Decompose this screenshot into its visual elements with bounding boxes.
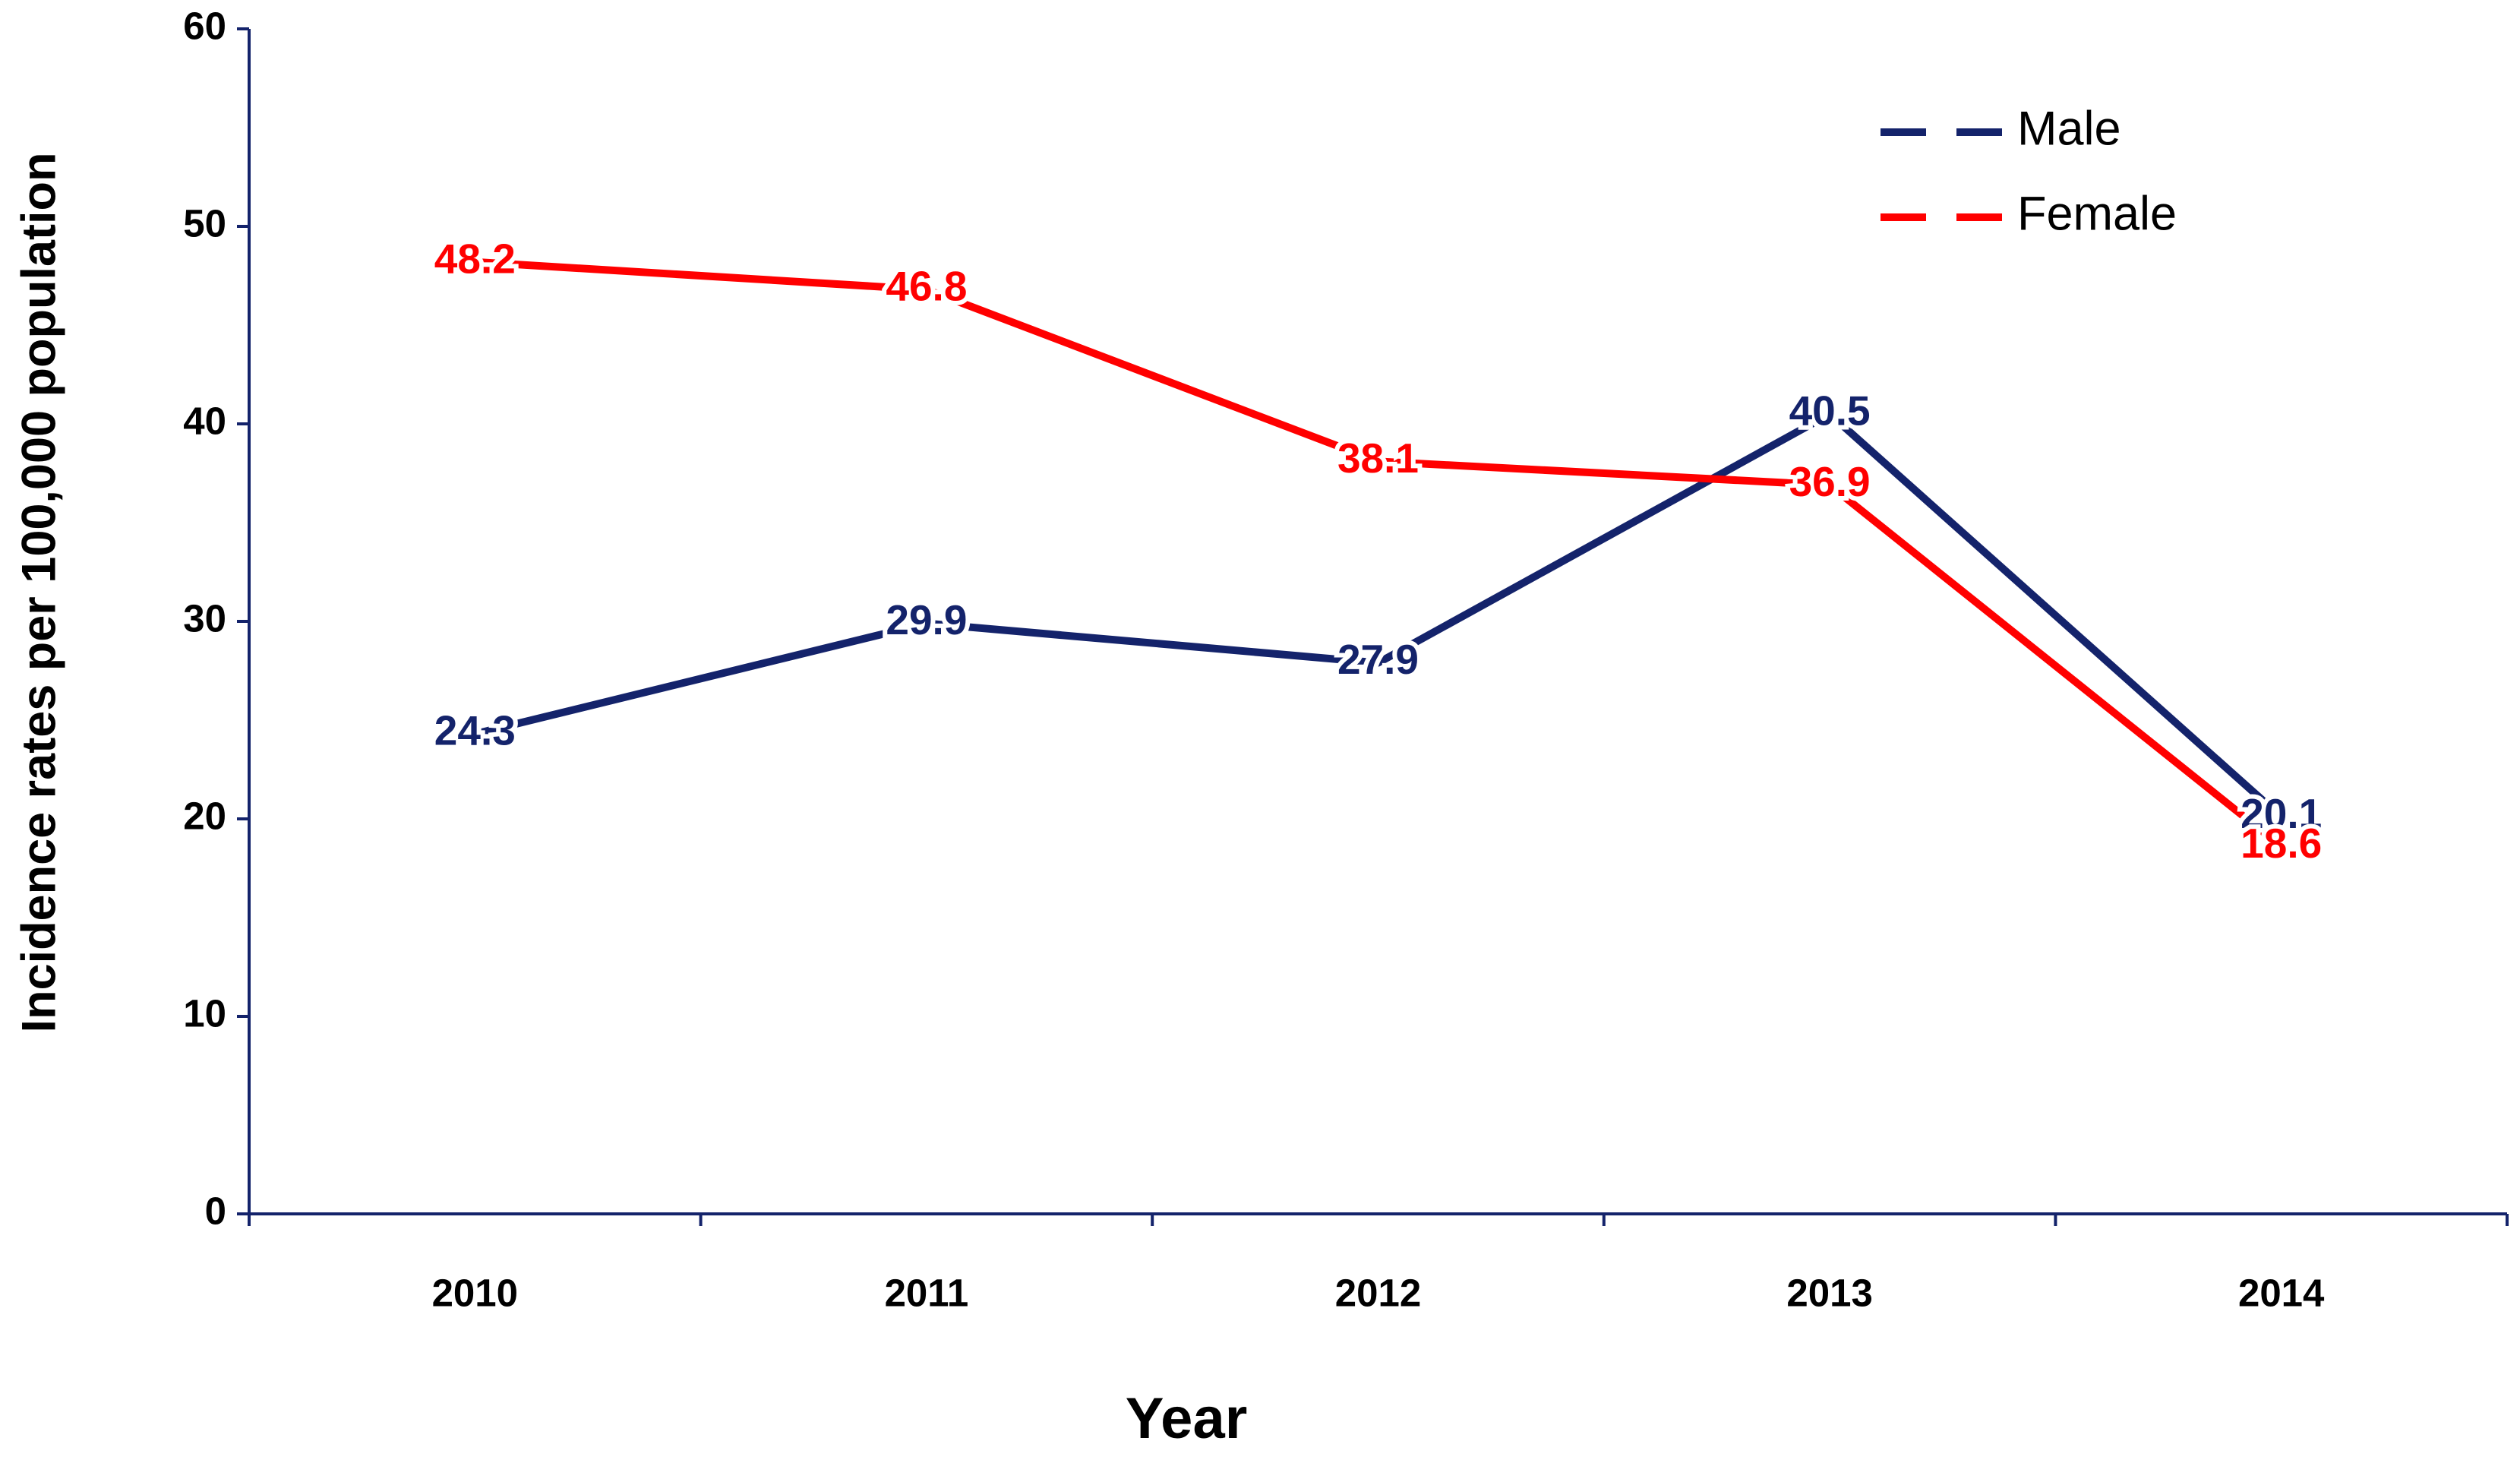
legend-label: Male: [2017, 103, 2121, 156]
y-tick-label: 50: [183, 201, 226, 245]
data-label: 24.3: [434, 707, 516, 754]
data-label: 36.9: [1789, 458, 1871, 505]
x-tick-label: 2010: [432, 1271, 518, 1314]
data-label: 29.9: [886, 596, 967, 643]
y-tick-label: 20: [183, 794, 226, 837]
data-label: 18.6: [2241, 820, 2322, 867]
y-tick-label: 10: [183, 991, 226, 1035]
x-tick-label: 2014: [2238, 1271, 2325, 1314]
data-label: 46.8: [886, 263, 967, 310]
y-tick-label: 60: [183, 4, 226, 47]
x-tick-label: 2011: [885, 1271, 969, 1314]
x-axis-title: Year: [1126, 1386, 1248, 1451]
y-axis-title: Incidence rates per 100,000 population: [13, 153, 66, 1033]
data-label: 38.1: [1337, 435, 1419, 482]
series-line: [474, 258, 2284, 850]
y-tick-label: 30: [183, 596, 226, 640]
data-label: 40.5: [1789, 387, 1871, 435]
x-tick-label: 2013: [1786, 1271, 1872, 1314]
y-tick-label: 40: [183, 399, 226, 442]
series-line: [474, 410, 2285, 820]
legend-label: Female: [2017, 188, 2177, 241]
data-label: 27.9: [1337, 636, 1419, 683]
data-label: 48.2: [434, 235, 516, 282]
data-label: 20.1: [2241, 790, 2322, 837]
y-tick-label: 0: [205, 1189, 226, 1232]
x-tick-label: 2012: [1335, 1271, 1421, 1314]
